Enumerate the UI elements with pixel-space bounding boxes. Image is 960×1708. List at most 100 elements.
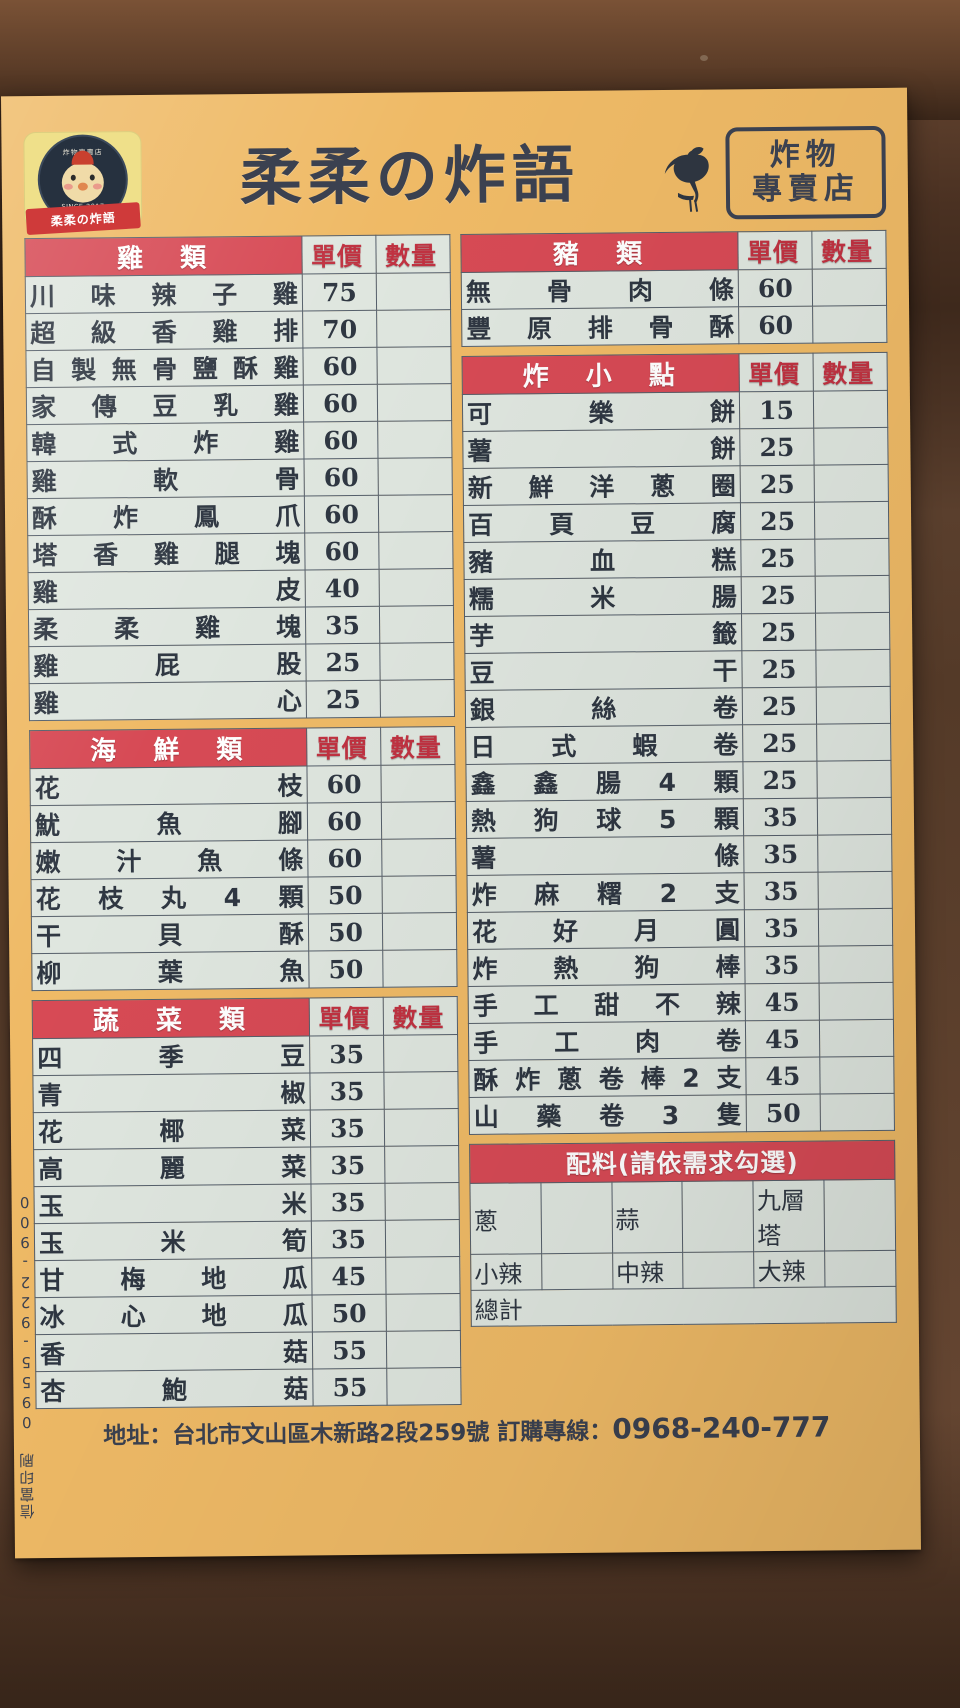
menu-item-quantity-input[interactable] [379, 568, 454, 607]
menu-item-row: 高麗菜 35 [33, 1145, 459, 1187]
menu-item-name: 炸熱狗棒 [467, 946, 746, 987]
menu-item-price: 60 [306, 765, 382, 803]
menu-item-quantity-input[interactable] [379, 642, 455, 681]
menu-item-name-text: 豬血糕 [468, 545, 737, 577]
condiment-option-checkbox[interactable] [540, 1182, 613, 1254]
menu-item-quantity-input[interactable] [377, 420, 452, 459]
menu-item-price: 60 [307, 839, 383, 877]
quantity-column-header: 數量 [811, 230, 887, 270]
menu-item-quantity-input[interactable] [382, 912, 457, 951]
section-header-row: 雞 類單價 數量 [24, 234, 451, 277]
menu-item-name: 嫩汁魚條 [30, 839, 309, 880]
menu-item-row: 魷魚腳 60 [30, 801, 456, 843]
menu-item-quantity-input[interactable] [814, 538, 890, 577]
menu-item-row: 花枝 60 [29, 764, 456, 806]
menu-item-name: 杏鮑菇 [35, 1368, 314, 1409]
menu-item-quantity-input[interactable] [378, 494, 453, 533]
menu-item-quantity-input[interactable] [816, 723, 891, 762]
menu-item-quantity-input[interactable] [814, 501, 889, 540]
menu-item-quantity-input[interactable] [385, 1256, 461, 1295]
menu-item-quantity-input[interactable] [813, 390, 888, 429]
menu-item-quantity-input[interactable] [382, 875, 457, 914]
menu-item-quantity-input[interactable] [812, 305, 887, 344]
spice-level-option-label: 中辣 [612, 1252, 684, 1290]
menu-item-name: 玉米筍 [34, 1220, 312, 1261]
menu-item-quantity-input[interactable] [813, 427, 889, 466]
menu-item-quantity-input[interactable] [380, 764, 456, 803]
menu-item-quantity-input[interactable] [386, 1330, 461, 1369]
menu-item-quantity-input[interactable] [817, 797, 892, 836]
order-line-label: 訂購專線： [497, 1418, 613, 1446]
menu-item-quantity-input[interactable] [817, 871, 893, 910]
menu-item-name: 玉米 [33, 1183, 312, 1224]
menu-item-quantity-input[interactable] [386, 1293, 461, 1332]
menu-item-quantity-input[interactable] [378, 531, 454, 570]
menu-item-price: 25 [740, 465, 815, 503]
menu-item-row: 甘梅地瓜 45 [34, 1256, 461, 1298]
menu-item-name: 酥炸鳳爪 [27, 495, 305, 536]
menu-item-quantity-input[interactable] [381, 838, 457, 877]
menu-item-quantity-input[interactable] [819, 1056, 895, 1095]
menu-item-quantity-input[interactable] [817, 834, 892, 873]
menu-item-name-text: 手工肉卷 [472, 1026, 742, 1058]
menu-item-quantity-input[interactable] [382, 949, 458, 988]
menu-item-name-text: 雞心 [33, 686, 302, 719]
spice-level-option-checkbox[interactable] [824, 1250, 896, 1288]
menu-item-quantity-input[interactable] [814, 464, 889, 503]
menu-item-row: 無骨肉條 60 [461, 268, 887, 310]
menu-item-quantity-input[interactable] [377, 457, 453, 496]
menu-item-quantity-input[interactable] [377, 383, 452, 422]
menu-item-quantity-input[interactable] [384, 1145, 459, 1184]
menu-item-price: 25 [742, 761, 818, 799]
chick-eye-right-icon [89, 174, 95, 181]
menu-item-row: 熱狗球5顆 35 [466, 797, 892, 839]
spice-level-option-checkbox[interactable] [541, 1253, 613, 1290]
menu-item-quantity-input[interactable] [816, 760, 892, 799]
menu-item-quantity-input[interactable] [383, 1034, 458, 1073]
menu-item-quantity-input[interactable] [812, 268, 887, 307]
menu-item-quantity-input[interactable] [384, 1182, 460, 1221]
condiment-option-checkbox[interactable] [824, 1179, 896, 1252]
menu-item-quantity-input[interactable] [818, 908, 893, 947]
menu-item-price: 40 [305, 569, 380, 607]
menu-item-quantity-input[interactable] [379, 605, 454, 644]
menu-section-snacks: 炸 小 點單價 數量 可樂餅 15 薯餅 25 新鮮洋蔥圈 25 百頁豆腐 25 豬血糕 25 糯米腸 2… [462, 352, 895, 1135]
menu-item-quantity-input[interactable] [819, 1019, 894, 1058]
menu-item-quantity-input[interactable] [815, 649, 891, 688]
menu-item-quantity-input[interactable] [815, 575, 890, 614]
condiment-option-checkbox[interactable] [682, 1180, 754, 1253]
menu-item-quantity-input[interactable] [815, 612, 890, 651]
menu-item-quantity-input[interactable] [385, 1219, 460, 1258]
menu-item-row: 手工肉卷 45 [468, 1019, 894, 1061]
menu-item-quantity-input[interactable] [376, 272, 451, 311]
menu-item-row: 川味辣子雞 75 [25, 272, 451, 314]
menu-item-quantity-input[interactable] [816, 686, 891, 725]
menu-item-name-text: 鑫鑫腸4顆 [470, 767, 739, 799]
menu-item-row: 薯餅 25 [462, 427, 889, 469]
total-label[interactable]: 總計 [470, 1286, 897, 1327]
shop-title: 柔柔の炸語 [239, 137, 581, 215]
menu-item-quantity-input[interactable] [381, 801, 456, 840]
menu-item-quantity-input[interactable] [818, 945, 894, 984]
menu-item-quantity-input[interactable] [383, 1071, 459, 1110]
menu-item-quantity-input[interactable] [386, 1367, 462, 1406]
phone-number[interactable]: 0968-240-777 [612, 1410, 831, 1446]
menu-item-quantity-input[interactable] [380, 679, 455, 718]
menu-item-quantity-input[interactable] [384, 1108, 459, 1147]
menu-item-quantity-input[interactable] [376, 309, 451, 348]
menu-item-name-text: 炸熱狗棒 [472, 952, 741, 984]
spice-level-option-checkbox[interactable] [683, 1251, 755, 1289]
menu-item-name: 柳葉魚 [31, 950, 310, 991]
menu-item-quantity-input[interactable] [376, 346, 452, 385]
menu-item-name-text: 百頁豆腐 [468, 508, 737, 540]
menu-item-row: 酥炸蔥卷棒2支 45 [468, 1056, 895, 1098]
menu-left-column: 雞 類單價 數量 川味辣子雞 75 超級香雞排 70 自製無骨鹽酥雞 60 家傳豆乳雞 60 韓式炸… [24, 234, 462, 1409]
menu-item-name: 炸麻糬2支 [467, 872, 745, 913]
menu-item-name-text: 花好月圓 [471, 915, 741, 947]
section-header-row: 豬 類單價 數量 [460, 230, 887, 273]
menu-item-quantity-input[interactable] [820, 1093, 895, 1132]
menu-item-quantity-input[interactable] [819, 982, 894, 1021]
menu-item-name: 雞軟骨 [27, 458, 305, 499]
menu-item-name: 豆干 [464, 650, 743, 691]
menu-item-name-text: 甘梅地瓜 [39, 1263, 308, 1296]
